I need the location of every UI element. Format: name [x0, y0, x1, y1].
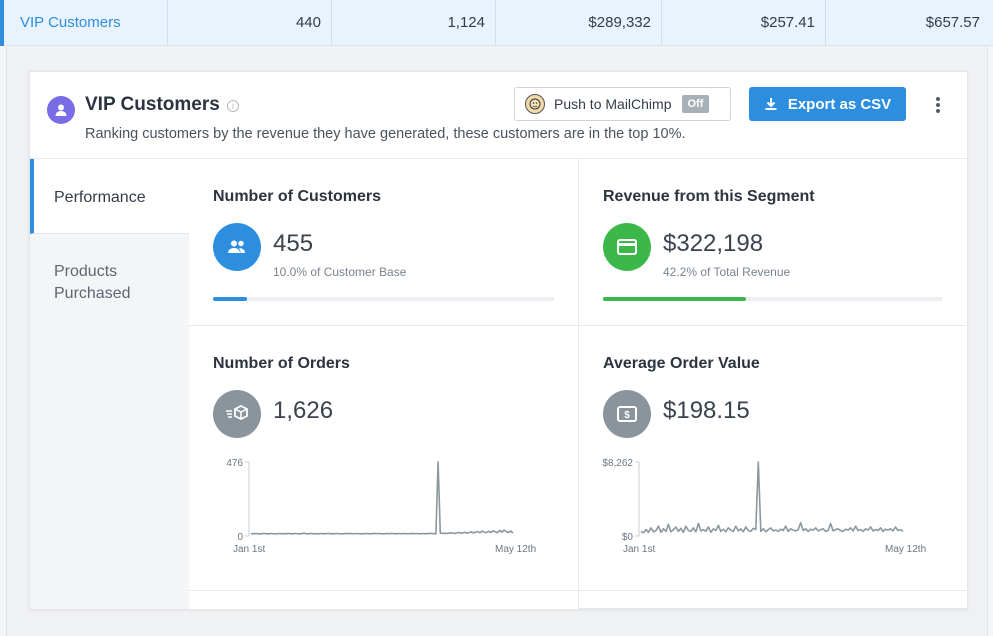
metric-value: 455	[273, 230, 314, 257]
info-icon[interactable]: i	[227, 100, 239, 112]
metric-title: Number of Customers	[213, 188, 382, 205]
credit-card-icon	[603, 223, 651, 271]
metric-subtext: 42.2% of Total Revenue	[663, 265, 791, 279]
metric-subtext: 10.0% of Customer Base	[273, 265, 407, 279]
package-icon	[213, 390, 261, 438]
x-end-label: May 12th	[885, 544, 926, 555]
push-to-mailchimp-button[interactable]: Push to MailChimp Off	[514, 87, 731, 121]
metric-title: Number of Orders	[213, 355, 350, 372]
segment-card: VIP Customers i Ranking customers by the…	[29, 71, 968, 609]
user-avatar-icon	[47, 96, 75, 124]
tab-performance[interactable]: Performance	[30, 159, 190, 234]
avg-value-cell-2: $657.57	[925, 14, 980, 31]
mailchimp-logo-icon	[525, 94, 545, 114]
avg-value-cell: $257.41	[662, 0, 826, 45]
metric-empty-cell	[189, 591, 579, 609]
y-min-label: $0	[622, 532, 634, 543]
download-icon	[765, 98, 777, 110]
card-subtitle: Ranking customers by the revenue they ha…	[85, 126, 686, 142]
metric-value: 1,626	[273, 397, 334, 424]
x-end-label: May 12th	[495, 544, 536, 555]
segment-table-row[interactable]: VIP Customers 440 1,124 $289,332 $257.41…	[0, 0, 993, 46]
export-csv-button[interactable]: Export as CSV	[749, 87, 906, 121]
mailchimp-toggle[interactable]: Off	[681, 95, 710, 113]
more-options-icon[interactable]	[930, 94, 946, 116]
customers-cell: 440	[168, 0, 332, 45]
x-start-label: Jan 1st	[623, 544, 655, 555]
metric-value: $198.15	[663, 397, 750, 424]
y-min-label: 0	[237, 532, 243, 543]
segment-name-link[interactable]: VIP Customers	[0, 0, 168, 45]
metric-average-order-value: Average Order Value $ $198.15 $8,262 $0 Ja…	[579, 326, 966, 591]
export-csv-label: Export as CSV	[787, 95, 892, 113]
metric-value: $322,198	[663, 230, 764, 257]
metric-orders: Number of Orders 1,626 476 0 Jan 1st May 12…	[189, 326, 579, 591]
dollar-bill-icon: $	[603, 390, 651, 438]
progress-track	[213, 297, 554, 301]
series-line	[250, 461, 514, 535]
metric-title: Average Order Value	[603, 355, 760, 372]
card-side-tabs: Performance Products Purchased	[30, 159, 190, 609]
y-max-label: 476	[226, 458, 243, 469]
revenue-cell: $289,332	[496, 0, 662, 45]
progress-fill	[213, 297, 248, 301]
metric-revenue: Revenue from this Segment $322,198 42.2%…	[579, 159, 966, 326]
x-start-label: Jan 1st	[233, 544, 265, 555]
tab-products-purchased[interactable]: Products Purchased	[54, 263, 131, 302]
series-line	[640, 461, 904, 534]
row-selected-accent	[0, 0, 4, 46]
progress-track	[603, 297, 943, 301]
svg-text:$: $	[624, 410, 630, 421]
orders-cell: 1,124	[332, 0, 496, 45]
mailchimp-label: Push to MailChimp	[554, 96, 672, 112]
card-title: VIP Customers	[85, 94, 220, 115]
people-icon	[213, 223, 261, 271]
progress-fill	[603, 297, 747, 301]
metric-title: Revenue from this Segment	[603, 188, 815, 205]
y-max-label: $8,262	[602, 458, 633, 469]
card-header: VIP Customers i Ranking customers by the…	[30, 72, 967, 159]
metric-customers: Number of Customers 455 10.0% of Custome…	[189, 159, 579, 326]
